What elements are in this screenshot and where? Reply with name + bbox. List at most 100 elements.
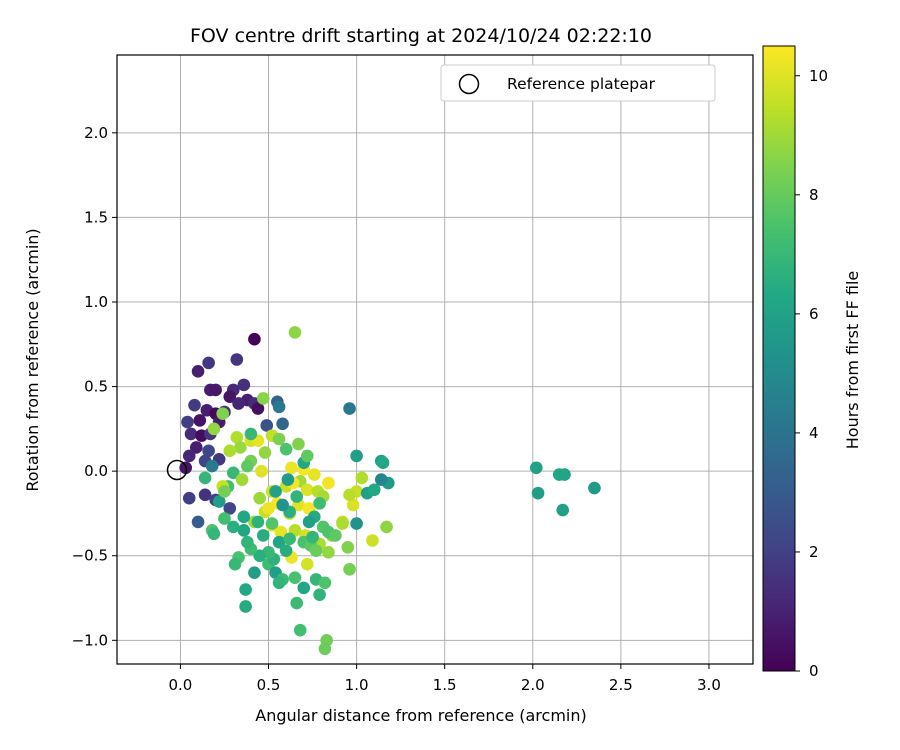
scatter-point [256,529,270,542]
scatter-point [262,502,275,515]
scatter-point [269,485,282,498]
x-axis-ticks: 0.0 0.5 1.0 1.5 2.0 2.5 3.0 [168,664,721,694]
scatter-point [318,642,332,656]
x-axis-label: Angular distance from reference (arcmin) [255,706,586,725]
scatter-point [265,517,279,530]
y-tick-label: −0.5 [72,547,108,565]
reference-platepar-marker [166,459,188,481]
x-tick-label: 3.0 [697,676,721,694]
scatter-point [223,502,237,515]
scatter-point [336,517,349,530]
scatter-point [374,473,388,486]
scatter-point [279,442,293,456]
scatter-point [350,449,363,463]
scatter-point [276,498,289,512]
scatter-point [313,496,326,510]
scatter-point [283,532,296,546]
scatter-point [251,515,265,529]
scatter-point [235,473,249,486]
scatter-point [202,444,215,458]
x-tick-label: 2.0 [521,676,545,694]
scatter-point [198,488,212,502]
scatter-point [308,468,321,481]
scatter-point [272,432,286,446]
scatter-point [290,490,304,503]
scatter-point [293,623,307,637]
scatter-point [290,596,304,610]
legend-entry-reference-platepar: Reference platepar [507,75,656,93]
scatter-point [239,600,252,613]
scatter-point [300,557,314,571]
colorbar-tick-label: 10 [809,67,828,85]
scatter-point [341,540,355,554]
scatter-point [189,441,203,454]
scatter-point [230,353,244,366]
x-tick-label: 1.0 [345,676,369,694]
scatter-point [272,535,286,549]
colorbar-ticks: 0 2 4 6 8 10 [795,67,828,680]
scatter-point [288,571,302,585]
legend-box [440,64,716,102]
scatter-point [343,488,356,502]
scatter-point [318,576,332,590]
grid [117,55,753,664]
colorbar-tick-label: 6 [809,305,819,323]
scatter-point [343,402,356,415]
scatter-point [237,510,251,524]
scatter-point [237,378,251,392]
scatter-point [241,535,254,549]
y-axis-label: Rotation from reference (arcmin) [23,228,42,491]
scatter-point [223,390,237,404]
scatter-point [182,491,196,505]
scatter-point [239,583,252,596]
colorbar-gradient [762,45,796,672]
scatter-point [322,476,335,490]
scatter-point [212,495,226,508]
y-axis-ticks: −1.0 −0.5 0.0 0.5 1.0 1.5 2.0 [72,124,117,649]
scatter-point [260,419,274,432]
legend: Reference platepar [440,64,716,102]
scatter-point [191,365,205,378]
scatter-point [343,562,356,576]
scatter-point [558,468,571,481]
scatter-point [251,402,265,415]
y-tick-label: −1.0 [72,631,108,649]
scatter-points [179,326,601,656]
scatter-point [329,529,342,542]
scatter-point [355,471,369,485]
scatter-point [244,427,258,441]
scatter-point [288,326,302,339]
scatter-point [248,566,261,579]
scatter-point [232,397,245,410]
scatter-point [218,485,231,498]
scatter-point [218,512,231,525]
chart-title: FOV centre drift starting at 2024/10/24 … [190,25,652,47]
scatter-point [209,383,222,397]
scatter-point [346,498,360,512]
scatter-point [223,444,237,458]
scatter-point [226,466,240,480]
y-tick-label: 2.0 [84,124,108,142]
x-tick-label: 0.5 [257,676,281,694]
scatter-point [234,441,247,454]
scatter-point [531,486,545,500]
scatter-point [588,481,601,495]
scatter-point [556,503,570,517]
x-tick-label: 0.0 [168,676,192,694]
scatter-point [380,520,393,534]
legend-marker-icon [458,73,480,95]
colorbar: 0 2 4 6 8 10 Hours from first FF file [762,45,862,680]
scatter-point [188,398,201,412]
scatter-point [279,544,293,557]
y-tick-label: 1.0 [84,293,108,311]
scatter-point [322,546,335,559]
scatter-point [292,437,305,451]
scatter-point [367,483,381,497]
scatter-point [366,534,379,547]
x-tick-label: 2.5 [609,676,633,694]
scatter-point [306,530,319,544]
scatter-point [297,581,311,595]
scatter-point [313,588,326,601]
y-tick-label: 1.5 [84,208,108,226]
